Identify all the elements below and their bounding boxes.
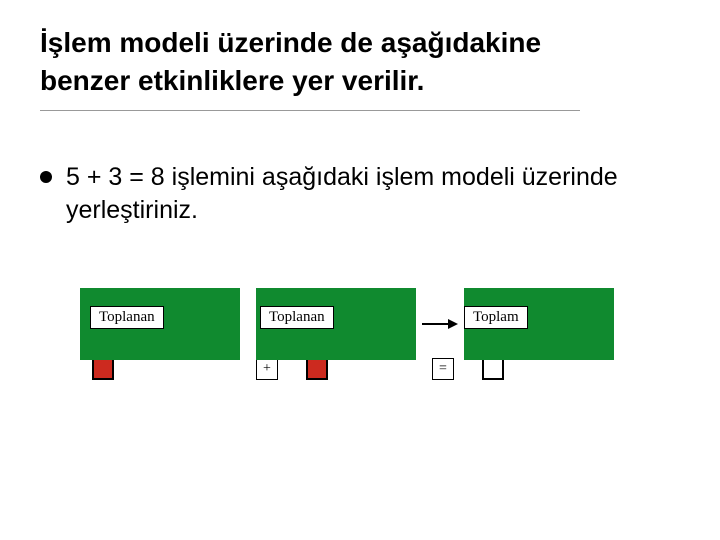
slot-under-block-2 [294,358,416,380]
bullet-item: 5 + 3 = 8 işlemini aşağıdaki işlem model… [40,161,680,229]
operation-slots-row: + = [40,358,680,380]
equals-operator-slot: = [422,358,464,380]
bullet-text: 5 + 3 = 8 işlemini aşağıdaki işlem model… [66,161,680,229]
slide: İşlem modeli üzerinde de aşağıdakine ben… [0,0,720,380]
title-line-1: İşlem modeli üzerinde de aşağıdakine [40,27,541,58]
slot-under-block-3 [470,358,620,380]
title-line-2: benzer etkinliklere yer verilir. [40,65,424,96]
value-slot-1 [92,358,114,380]
bullet-icon [40,171,52,183]
addend-block-1 [80,288,240,360]
operation-model-diagram [40,288,680,360]
slide-title: İşlem modeli üzerinde de aşağıdakine ben… [40,24,580,111]
value-slot-3 [482,358,504,380]
plus-operator-slot: + [246,358,288,380]
arrow-icon [422,319,458,329]
value-slot-2 [306,358,328,380]
plus-box: + [256,358,278,380]
sum-block [464,288,614,360]
equals-box: = [432,358,454,380]
addend-block-2 [256,288,416,360]
slot-under-block-1 [80,358,240,380]
